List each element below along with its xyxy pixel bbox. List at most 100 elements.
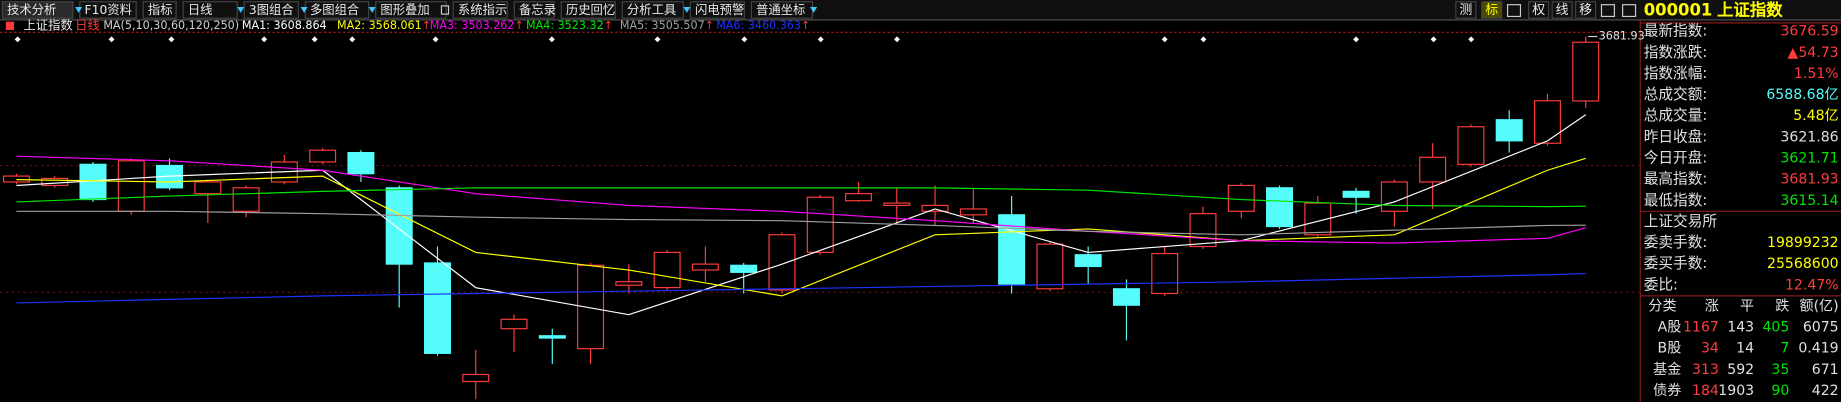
button-label[interactable]: 日线 [188,3,213,17]
button-label[interactable]: 普通坐标 [756,3,805,17]
candle-body [41,177,69,187]
dropdown-arrow[interactable] [75,7,83,13]
table-cell: 基金 [1653,361,1681,378]
panel-label: 昨日收盘: [1644,127,1708,145]
dropdown-arrow[interactable] [368,7,376,13]
button-label[interactable]: 分析工具 [627,3,676,17]
button-frame [560,1,616,19]
toolbar-icon[interactable] [1506,4,1522,18]
info-marker [817,36,824,43]
button-frame [513,1,555,19]
chart-title: 上证指数 [23,17,72,32]
button-label[interactable]: 历史回忆 [566,2,615,17]
exchange-name: 上证交易所 [1644,212,1718,230]
panel-value: ▲54.73 [1788,45,1839,61]
dropdown-arrow[interactable] [810,7,818,13]
candle-body [1457,126,1485,165]
high-label: 3681.93 [1599,30,1645,43]
panel-label: 指数涨跌: [1644,44,1708,61]
toolbar-button[interactable]: 指标 [142,1,177,19]
button-label[interactable]: 指标 [148,2,173,17]
toolbar-icon[interactable] [1622,4,1637,18]
toolbar-toggle[interactable]: 权 [1532,2,1545,18]
candle-body [1380,181,1408,212]
candle-body [1266,187,1294,228]
security-name: 上证指数 [1717,0,1783,19]
table-cell: A股 [1658,320,1682,336]
toolbar-button[interactable]: 多图组合 [304,1,370,19]
button-frame[interactable] [1575,1,1597,19]
candle-body [806,196,834,253]
info-marker [1200,36,1207,43]
panel-label: 总成交量: [1644,106,1708,124]
dropdown-arrow[interactable] [237,7,245,13]
legend-trend: ↑ [514,19,523,32]
toolbar-button[interactable]: F10资料 [79,1,137,19]
panel-value: 3681.93 [1780,172,1838,188]
toolbar-button[interactable]: 系统指示 [452,1,508,19]
toolbar-button[interactable]: 日线 [182,1,238,19]
toolbar-button[interactable]: 普通坐标 [750,1,814,19]
panel-label: 总成交额: [1644,85,1708,103]
toolbar-button[interactable]: 图形叠加 [375,1,447,19]
toolbar-toggle[interactable]: 标 [1485,3,1498,18]
button-frame[interactable] [1481,1,1503,19]
toolbar-button[interactable]: 历史回忆 [560,1,616,19]
candle-body [883,202,911,207]
toolbar-button[interactable]: 3图组合 [243,1,299,19]
dropdown-arrow[interactable] [300,7,308,13]
legend-value: 3503.262 [461,19,514,32]
toolbar-button[interactable]: 备忘录 [513,1,556,19]
toolbar-toggle[interactable]: 测 [1459,3,1472,18]
button-frame[interactable] [1551,1,1573,19]
info-marker [1430,36,1437,43]
button-label[interactable]: 图形叠加 [380,3,429,17]
toolbar-icon[interactable] [1600,4,1615,18]
button-label[interactable]: 3图组合 [249,2,294,17]
button-label[interactable]: 技术分析 [7,3,56,17]
candle-body [1304,202,1332,236]
panel-label: 委卖手数: [1644,234,1708,251]
button-label[interactable]: 系统指示 [458,2,507,17]
toolbar-toggle[interactable]: 线 [1556,3,1569,18]
panel-value: 3615.14 [1780,193,1838,209]
panel-value: 12.47% [1785,277,1839,293]
info-marker [108,36,115,43]
button-frame[interactable] [1528,1,1550,19]
legend-entry: MA4: 3523.32↑ [526,19,613,32]
panel-value: 3621.86 [1780,129,1838,145]
button-label[interactable]: 备忘录 [519,2,556,17]
candle-body [653,251,681,289]
candle-body [845,193,873,202]
panel-value: 1.51% [1794,66,1839,82]
dropdown-arrow[interactable] [683,7,691,13]
toolbar-button[interactable]: 闪电预警 [689,1,745,19]
button-frame [142,1,177,19]
ma-label: MA(5,10,30,60,120,250) [103,19,239,32]
panel-label: 委比: [1644,276,1678,293]
toolbar-button[interactable]: 分析工具 [621,1,684,19]
panel-label: 最低指数: [1644,192,1708,209]
table-cell: 6075 [1803,320,1839,336]
ma-line [16,187,1586,208]
candle-body [462,373,490,383]
legend-entry: MA1: 3608.864 [242,19,327,32]
button-label[interactable]: F10资料 [85,3,132,17]
candle-body [194,181,222,195]
lock-icon[interactable] [440,5,450,15]
legend-name: MA2: [337,19,365,32]
button-frame [1,1,74,19]
button-frame [689,1,745,19]
table-cell: 1903 [1718,383,1754,399]
toolbar-toggle[interactable]: 移 [1579,3,1592,18]
table-cell: 671 [1812,362,1839,378]
legend-entry: MA6: 3460.363↑ [716,19,810,32]
candle-body [1151,252,1179,295]
toolbar-button[interactable]: 技术分析 [1,1,74,19]
button-frame[interactable] [1455,1,1477,19]
table-header: 平 [1740,298,1754,314]
button-label[interactable]: 闪电预警 [695,2,744,17]
table-cell: 34 [1701,341,1719,357]
button-label[interactable]: 多图组合 [310,2,359,17]
